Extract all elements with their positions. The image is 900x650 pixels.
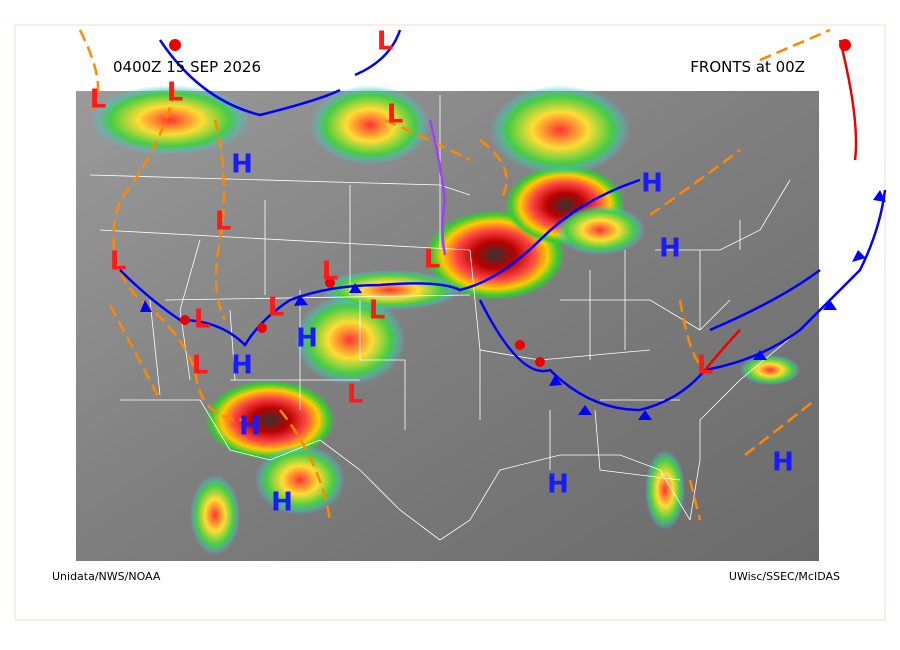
credit-right: UWisc/SSEC/McIDAS: [729, 570, 840, 583]
cold-front-triangle: [852, 250, 866, 262]
cloud-cell: [310, 85, 430, 165]
pressure-center-label: H: [296, 324, 318, 354]
pressure-center-label: L: [387, 100, 404, 130]
pressure-center-label: L: [90, 85, 107, 115]
pressure-center-label: H: [231, 150, 253, 180]
storm-cell: [205, 380, 335, 460]
pressure-center-label: H: [239, 412, 261, 442]
pressure-center-label: H: [659, 234, 681, 264]
timestamp: 0400Z 15 SEP 2026: [113, 58, 261, 76]
pressure-center-label: L: [268, 293, 285, 323]
satellite-image: [76, 91, 819, 561]
pressure-center-label: L: [215, 207, 232, 237]
credit-left: Unidata/NWS/NOAA: [52, 570, 161, 583]
map-title: FRONTS at 00Z: [690, 58, 805, 76]
pressure-center-label: L: [377, 27, 394, 57]
cold-front-triangle: [753, 350, 767, 360]
pressure-center-label: L: [424, 245, 441, 275]
cloud-cell: [490, 85, 630, 175]
cold-front-triangle: [140, 300, 152, 312]
cloud-cell: [90, 85, 250, 155]
pressure-center-label: L: [192, 351, 209, 381]
cloud-cell: [320, 270, 460, 310]
cloud-cell: [190, 475, 240, 555]
cold-front-triangle: [823, 300, 837, 310]
warm-front-dot: [169, 39, 181, 51]
cloud-cell: [645, 450, 685, 530]
warm-front-dot: [515, 340, 525, 350]
outer-frame: [14, 24, 886, 621]
cloud-cell: [255, 445, 345, 515]
cold-front-triangle: [549, 375, 562, 386]
pressure-center-label: L: [347, 380, 364, 410]
pressure-center-label: L: [322, 257, 339, 287]
warm-front-dot: [325, 278, 335, 288]
pressure-center-label: H: [772, 448, 794, 478]
cloud-cell: [740, 355, 800, 385]
pressure-center-label: L: [110, 247, 127, 277]
cold-front-triangle: [349, 283, 362, 293]
warm-front-dot: [257, 323, 267, 333]
cloud-blobs: [90, 85, 800, 555]
front-symbols: [140, 39, 886, 420]
pressure-center-label: L: [369, 296, 386, 326]
pressure-center-label: L: [194, 305, 211, 335]
warm-front-dot: [839, 39, 851, 51]
cold-front-triangle: [873, 190, 886, 202]
pressure-center-label: H: [271, 488, 293, 518]
cloud-cell: [295, 295, 405, 385]
pressure-center-label: H: [641, 169, 663, 199]
cold-front-triangle: [578, 405, 592, 415]
fronts: [78, 28, 887, 521]
pressure-center-label: H: [547, 470, 569, 500]
pressure-center-label: H: [231, 351, 253, 381]
pressure-center-label: L: [697, 351, 714, 381]
warm-front-dot: [180, 315, 190, 325]
cold-front-triangle: [638, 410, 652, 420]
cold-front-triangle: [294, 295, 308, 306]
pressure-center-label: L: [167, 78, 184, 108]
cloud-cell: [555, 205, 645, 255]
warm-front-dot: [535, 357, 545, 367]
